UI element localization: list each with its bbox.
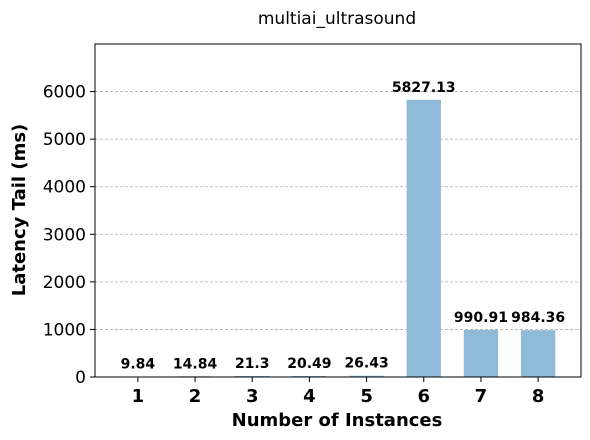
y-axis-ticks: 0 1000 2000 3000 4000 5000 6000	[43, 83, 95, 388]
y-axis-label: Latency Tail (ms)	[9, 124, 30, 297]
plot-frame	[94, 43, 582, 378]
x-tick-label: 8	[532, 386, 545, 407]
x-tick-label: 3	[246, 386, 259, 407]
bars	[120, 99, 556, 378]
x-axis-ticks: 1 2 3 4 5 6 7 8	[132, 377, 545, 407]
y-tick-label: 3000	[43, 225, 86, 245]
y-tick-label: 1000	[43, 320, 86, 340]
bar-value-label: 9.84	[121, 357, 156, 373]
x-axis-label: Number of Instances	[232, 410, 443, 431]
x-tick-label: 2	[189, 386, 202, 407]
bar	[463, 329, 499, 377]
gridlines	[95, 91, 581, 330]
x-tick-label: 6	[417, 386, 430, 407]
bar-value-label: 26.43	[344, 356, 388, 372]
y-tick-label: 5000	[43, 130, 86, 150]
bar-value-label: 5827.13	[392, 80, 456, 96]
data-labels: 9.84 14.84 21.3 20.49 26.43 5827.13 990.91 984.…	[121, 80, 566, 373]
y-tick-label: 0	[75, 368, 86, 388]
bar-value-label: 20.49	[287, 356, 331, 372]
bar	[520, 330, 556, 377]
x-tick-label: 1	[132, 386, 145, 407]
bar-value-label: 21.3	[235, 356, 270, 372]
bar	[235, 375, 270, 377]
bar	[406, 99, 441, 377]
chart-title: multiai_ultrasound	[258, 9, 416, 29]
x-tick-label: 4	[303, 386, 316, 407]
y-tick-label: 2000	[43, 273, 86, 293]
y-tick-label: 6000	[43, 83, 86, 103]
bar-value-label: 14.84	[173, 356, 218, 372]
y-tick-label: 4000	[43, 178, 86, 198]
bar-value-label: 990.91	[454, 310, 508, 326]
x-tick-label: 7	[475, 386, 488, 407]
x-tick-label: 5	[360, 386, 373, 407]
bar	[349, 375, 384, 377]
bar-value-label: 984.36	[511, 310, 565, 326]
